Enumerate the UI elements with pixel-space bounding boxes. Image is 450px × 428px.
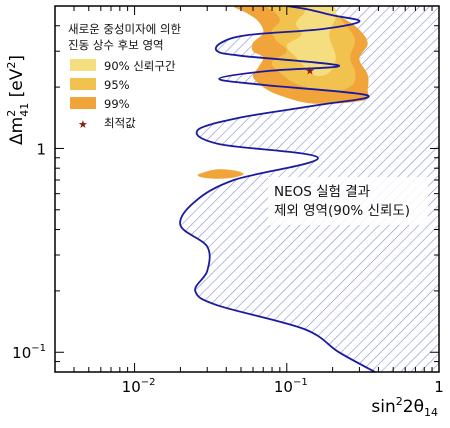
annotation-line-1: NEOS 실험 결과 — [274, 184, 370, 200]
axis-ticks: 10−2 10−1 1 10−1 1 — [12, 5, 444, 396]
exclusion-boundary-line — [179, 6, 376, 372]
y-tick-label: 10−1 — [12, 343, 46, 362]
x-tick-label: 10−1 — [274, 377, 308, 396]
annotation-line-2: 제외 영역(90% 신뢰도) — [274, 203, 410, 219]
legend-title-line-2: 진동 상수 후보 영역 — [68, 38, 164, 52]
y-axis-title-unit: [eV — [7, 68, 27, 102]
legend-label-90: 90% 신뢰구간 — [104, 59, 176, 73]
y-axis-title: Δm241 [eV2] — [5, 55, 31, 145]
x-axis-title-mid: 2θ — [403, 397, 424, 417]
legend-swatch-90 — [70, 59, 96, 71]
best-fit-star-icon: ★ — [305, 65, 315, 78]
x-tick-label: 1 — [434, 378, 444, 396]
legend-label-99: 99% — [104, 97, 130, 111]
legend-label-best-fit: 최적값 — [104, 116, 136, 130]
y-axis-title-main: Δm — [7, 117, 27, 145]
annotation-box — [268, 177, 428, 225]
x-axis-title-sub: 14 — [424, 406, 438, 419]
x-axis-title: sin22θ14 — [371, 395, 438, 419]
y-axis-title-sub: 41 — [18, 103, 31, 117]
legend-swatch-99 — [70, 97, 96, 109]
annotation: NEOS 실험 결과 제외 영역(90% 신뢰도) — [268, 177, 428, 225]
legend-swatch-95 — [70, 78, 96, 90]
region-99-2 — [197, 169, 244, 179]
x-tick-label: 10−2 — [122, 377, 156, 396]
x-axis-title-sup: 2 — [396, 395, 403, 408]
y-axis-title-sup: 2 — [5, 110, 18, 117]
x-axis-title-main: sin — [371, 397, 395, 417]
y-axis-title-unit-sup: 2 — [5, 62, 18, 69]
region-90 — [286, 6, 337, 77]
legend-title-line-1: 새로운 중성미자에 의한 — [68, 22, 182, 36]
legend-label-95: 95% — [104, 78, 130, 92]
plot-frame — [54, 5, 440, 373]
legend: 새로운 중성미자에 의한 진동 상수 후보 영역 90% 신뢰구간 95% 99… — [68, 22, 182, 131]
y-tick-label: 1 — [36, 140, 46, 158]
legend-star-icon: ★ — [78, 118, 88, 131]
y-axis-title-close: ] — [7, 55, 27, 62]
